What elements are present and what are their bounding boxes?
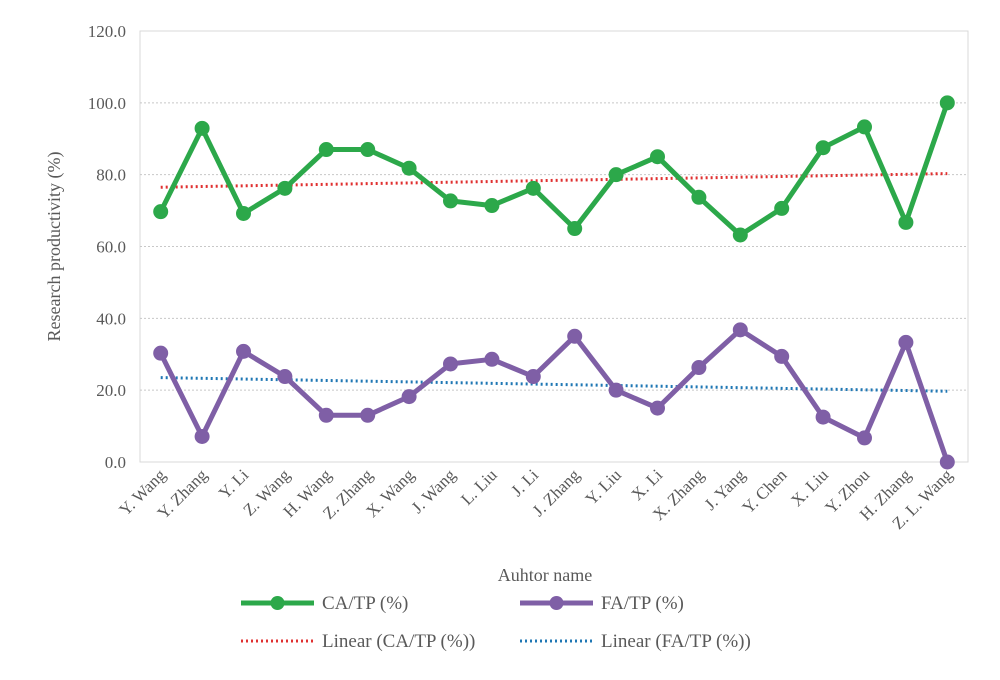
data-point-fa-tp <box>277 369 293 385</box>
data-point-ca-tp <box>443 193 458 209</box>
data-point-ca-tp <box>650 149 665 165</box>
data-point-ca-tp <box>939 95 955 111</box>
x-tick-label: J. Wang <box>408 465 460 517</box>
data-point-fa-tp <box>939 454 955 470</box>
legend-label: Linear (CA/TP (%)) <box>322 631 475 652</box>
data-point-fa-tp <box>815 409 831 425</box>
y-tick-label: 80.0 <box>96 166 126 185</box>
data-point-fa-tp <box>153 345 169 361</box>
y-tick-label: 60.0 <box>96 238 126 257</box>
y-tick-label: 120.0 <box>88 22 126 41</box>
y-tick-label: 40.0 <box>96 309 126 328</box>
x-tick-label: Y. Li <box>215 465 252 502</box>
series-line-ca-tp <box>158 101 950 238</box>
legend-label: CA/TP (%) <box>322 593 408 614</box>
data-point-ca-tp <box>401 160 417 176</box>
data-point-ca-tp <box>774 200 790 216</box>
data-point-fa-tp <box>360 407 376 423</box>
data-point-fa-tp <box>608 382 624 398</box>
data-point-fa-tp <box>857 430 872 446</box>
data-point-fa-tp <box>650 400 665 416</box>
data-point-fa-tp <box>732 322 748 338</box>
y-tick-label: 100.0 <box>88 94 126 113</box>
data-point-ca-tp <box>360 142 376 158</box>
y-tick-label: 0.0 <box>105 453 126 472</box>
data-point-fa-tp <box>401 389 417 405</box>
data-point-ca-tp <box>153 204 169 220</box>
data-point-ca-tp <box>236 205 251 221</box>
x-tick-label: Y. Liu <box>582 465 626 509</box>
series-line-fa-tp <box>158 327 950 463</box>
data-point-ca-tp <box>608 167 624 183</box>
data-point-fa-tp <box>194 428 210 444</box>
data-point-ca-tp <box>194 120 210 136</box>
data-point-ca-tp <box>857 119 872 135</box>
data-point-fa-tp <box>484 351 500 367</box>
data-point-fa-tp <box>525 369 541 385</box>
legend-marker <box>549 596 564 610</box>
data-point-ca-tp <box>318 142 334 158</box>
legend-label: FA/TP (%) <box>601 593 684 614</box>
data-point-fa-tp <box>774 348 790 364</box>
x-tick-label: J. Li <box>507 465 542 500</box>
data-point-ca-tp <box>567 221 583 237</box>
data-point-fa-tp <box>236 343 251 359</box>
x-tick-label: J. Zhang <box>529 465 584 520</box>
legend-marker <box>270 596 285 610</box>
data-point-ca-tp <box>525 180 541 196</box>
legend-label: Linear (FA/TP (%)) <box>601 631 751 652</box>
data-point-fa-tp <box>691 360 707 376</box>
data-point-fa-tp <box>318 407 334 423</box>
data-point-fa-tp <box>443 356 458 372</box>
data-point-ca-tp <box>898 214 914 230</box>
x-axis-title: Auhtor name <box>498 565 592 585</box>
data-point-fa-tp <box>567 328 583 344</box>
data-point-ca-tp <box>691 189 707 205</box>
data-point-ca-tp <box>815 140 831 156</box>
data-point-ca-tp <box>484 198 500 214</box>
x-tick-label: Y. Chen <box>739 465 791 517</box>
data-point-ca-tp <box>732 227 748 243</box>
y-tick-label: 20.0 <box>96 381 126 400</box>
data-point-ca-tp <box>277 180 293 196</box>
y-axis-title: Research productivity (%) <box>44 152 65 342</box>
data-point-fa-tp <box>898 334 914 350</box>
x-tick-label: L. Liu <box>457 465 501 509</box>
